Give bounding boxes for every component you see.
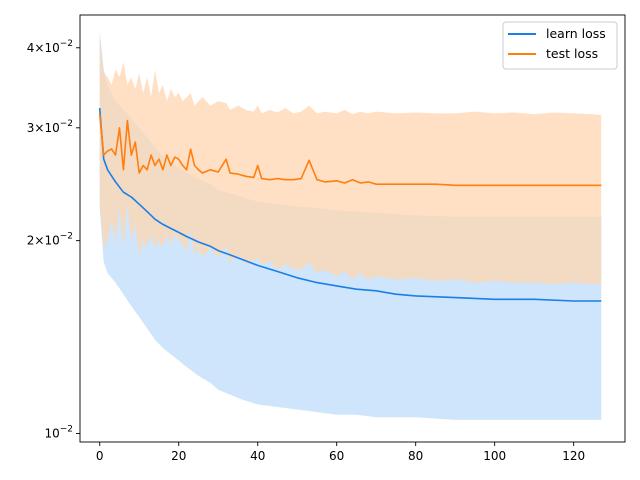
y-tick-label: 2×10−2 xyxy=(27,232,73,248)
x-tick-label: 100 xyxy=(483,449,506,463)
x-tick-label: 20 xyxy=(171,449,186,463)
x-tick-label: 60 xyxy=(329,449,344,463)
plot-frame xyxy=(79,14,626,443)
line-learn-loss xyxy=(98,108,602,302)
y-tick-label: 4×10−2 xyxy=(27,39,73,55)
y-tick-label: 10−2 xyxy=(44,425,73,441)
confidence-bands xyxy=(99,30,602,420)
x-tick-label: 40 xyxy=(250,449,265,463)
x-axis: 0 20 40 60 80 100 120 xyxy=(96,442,585,463)
y-axis: 10−2 2×10−2 3×10−2 4×10−2 xyxy=(27,39,80,441)
legend-label-learn-loss: learn loss xyxy=(546,26,606,41)
x-tick-label: 0 xyxy=(96,449,104,463)
line-test-loss xyxy=(98,114,602,187)
y-tick-label: 3×10−2 xyxy=(27,119,73,135)
legend: learn loss test loss xyxy=(502,21,618,70)
legend-label-test-loss: test loss xyxy=(546,46,598,61)
x-tick-label: 80 xyxy=(408,449,423,463)
series-lines xyxy=(98,108,602,302)
band-test-loss xyxy=(99,40,602,285)
x-tick-label: 120 xyxy=(562,449,585,463)
